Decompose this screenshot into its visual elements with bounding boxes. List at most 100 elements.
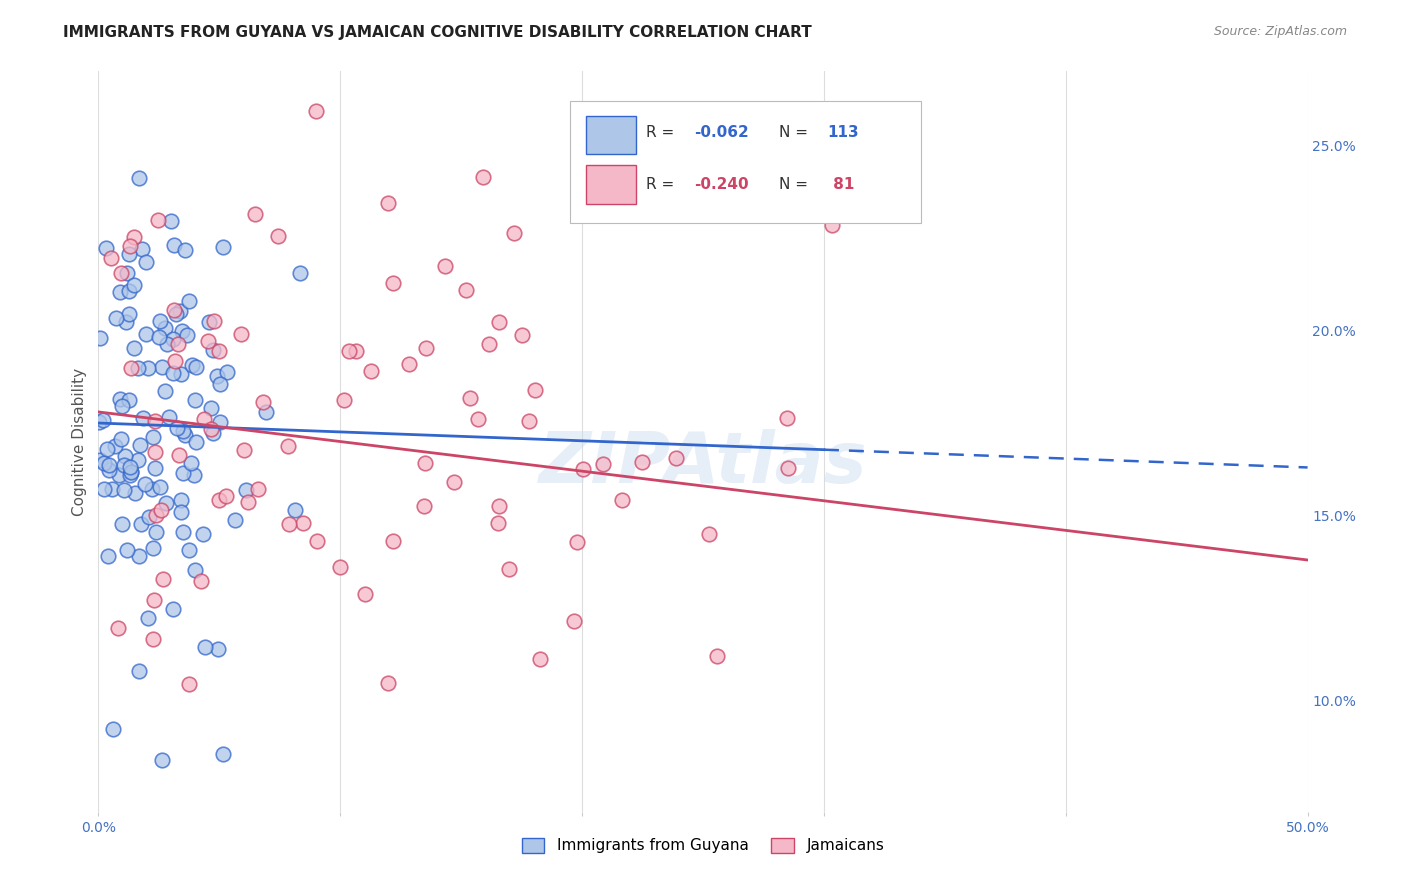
- Point: [128, 438, 150, 452]
- Point: [254, 405, 277, 419]
- Point: [291, 516, 314, 531]
- Point: [172, 424, 194, 438]
- Point: [170, 492, 193, 507]
- Point: [149, 503, 172, 517]
- Point: [114, 449, 136, 463]
- Point: [232, 443, 254, 458]
- Point: [93, 483, 115, 497]
- Point: [167, 337, 190, 351]
- Point: [93, 456, 115, 470]
- Point: [146, 212, 169, 227]
- Point: [524, 383, 547, 397]
- Text: Source: ZipAtlas.com: Source: ZipAtlas.com: [1213, 25, 1347, 38]
- Point: [122, 341, 145, 355]
- Text: ZIPAtlas: ZIPAtlas: [538, 429, 868, 499]
- Point: [180, 456, 202, 470]
- Point: [143, 593, 166, 607]
- Point: [184, 392, 207, 407]
- Point: [472, 170, 495, 185]
- Point: [165, 307, 187, 321]
- Point: [118, 392, 141, 407]
- Point: [172, 466, 194, 480]
- Point: [197, 315, 219, 329]
- Point: [193, 527, 215, 541]
- Point: [97, 458, 120, 472]
- Point: [565, 535, 588, 549]
- Point: [132, 411, 155, 425]
- Point: [129, 516, 152, 531]
- Point: [398, 357, 420, 371]
- Point: [183, 467, 205, 482]
- Point: [124, 485, 146, 500]
- Point: [184, 564, 207, 578]
- Point: [118, 467, 141, 482]
- Point: [112, 458, 135, 472]
- Point: [120, 361, 142, 376]
- Point: [128, 549, 150, 563]
- Text: R =: R =: [647, 178, 679, 192]
- Point: [562, 615, 585, 629]
- Point: [202, 314, 225, 328]
- Point: [207, 642, 229, 657]
- Point: [148, 329, 170, 343]
- Point: [118, 307, 141, 321]
- Point: [156, 336, 179, 351]
- Point: [115, 542, 138, 557]
- Point: [165, 354, 187, 368]
- Point: [179, 294, 201, 309]
- Point: [208, 492, 231, 507]
- Point: [141, 541, 163, 555]
- Point: [143, 461, 166, 475]
- Point: [155, 496, 177, 510]
- Point: [96, 240, 118, 254]
- Point: [107, 621, 129, 635]
- FancyBboxPatch shape: [586, 165, 637, 204]
- Point: [110, 392, 132, 407]
- Point: [167, 448, 190, 462]
- Point: [510, 327, 533, 342]
- Point: [149, 480, 172, 494]
- Point: [142, 632, 165, 646]
- Point: [231, 327, 253, 342]
- Point: [478, 336, 501, 351]
- Point: [150, 753, 173, 767]
- Point: [173, 428, 195, 442]
- Point: [120, 238, 142, 252]
- Point: [127, 452, 149, 467]
- Point: [108, 285, 131, 299]
- Point: [131, 243, 153, 257]
- Point: [152, 572, 174, 586]
- Point: [224, 513, 246, 527]
- Legend: Immigrants from Guyana, Jamaicans: Immigrants from Guyana, Jamaicans: [516, 831, 890, 860]
- Point: [207, 368, 229, 383]
- Point: [197, 334, 219, 348]
- Point: [212, 747, 235, 762]
- FancyBboxPatch shape: [569, 101, 921, 223]
- Point: [360, 364, 382, 378]
- Point: [138, 510, 160, 524]
- Point: [486, 516, 509, 531]
- Point: [173, 243, 195, 257]
- Point: [166, 421, 188, 435]
- Point: [91, 412, 114, 426]
- Point: [193, 411, 215, 425]
- Point: [193, 640, 215, 654]
- Point: [118, 247, 141, 261]
- Point: [278, 516, 301, 531]
- Point: [572, 462, 595, 476]
- Y-axis label: Cognitive Disability: Cognitive Disability: [72, 368, 87, 516]
- Point: [122, 278, 145, 293]
- Point: [162, 237, 184, 252]
- Point: [247, 482, 270, 496]
- Point: [134, 477, 156, 491]
- Text: N =: N =: [779, 178, 813, 192]
- Point: [160, 213, 183, 227]
- Point: [170, 324, 193, 338]
- Point: [381, 276, 404, 290]
- Point: [434, 259, 457, 273]
- Point: [202, 425, 225, 440]
- Point: [105, 310, 128, 325]
- Point: [529, 652, 551, 666]
- Point: [100, 251, 122, 265]
- FancyBboxPatch shape: [586, 116, 637, 154]
